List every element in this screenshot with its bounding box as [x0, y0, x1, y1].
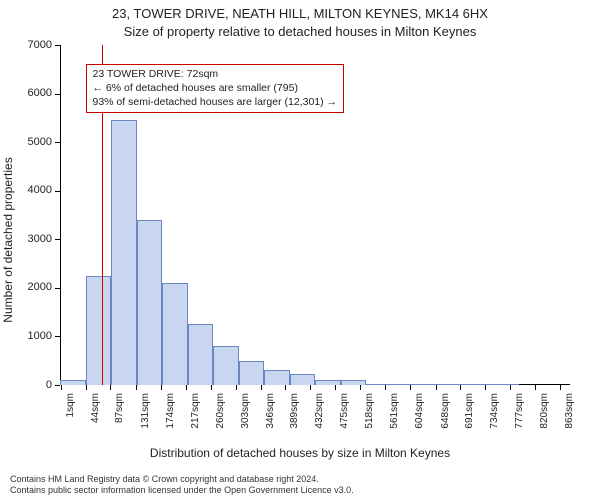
histogram-bar [341, 380, 367, 385]
x-tick-label: 475sqm [339, 393, 350, 441]
plot-area: 23 TOWER DRIVE: 72sqm← 6% of detached ho… [60, 45, 570, 385]
x-tick-label: 648sqm [440, 393, 451, 441]
annotation-line: 93% of semi-detached houses are larger (… [93, 96, 338, 110]
x-tick-mark [186, 385, 187, 390]
chart-container: { "title_line1": "23, TOWER DRIVE, NEATH… [0, 0, 600, 500]
footer-line1: Contains HM Land Registry data © Crown c… [10, 474, 590, 485]
x-tick-mark [161, 385, 162, 390]
x-tick-label: 518sqm [364, 393, 375, 441]
x-tick-mark [310, 385, 311, 390]
x-tick-mark [385, 385, 386, 390]
footer-line2: Contains public sector information licen… [10, 485, 590, 496]
x-tick-label: 87sqm [114, 393, 125, 441]
x-tick-label: 389sqm [289, 393, 300, 441]
x-tick-label: 777sqm [514, 393, 525, 441]
x-tick-label: 131sqm [140, 393, 151, 441]
x-tick-label: 734sqm [489, 393, 500, 441]
x-tick-mark [360, 385, 361, 390]
y-tick-mark [55, 142, 60, 143]
y-tick-mark [55, 288, 60, 289]
chart-title-line2: Size of property relative to detached ho… [0, 24, 600, 39]
histogram-bar [239, 361, 265, 385]
y-tick-label: 3000 [0, 233, 52, 245]
x-tick-mark [436, 385, 437, 390]
histogram-bar [213, 346, 239, 385]
x-tick-mark [86, 385, 87, 390]
x-tick-label: 691sqm [464, 393, 475, 441]
x-tick-mark [560, 385, 561, 390]
y-tick-label: 7000 [0, 39, 52, 51]
histogram-bar [315, 380, 341, 385]
x-tick-mark [460, 385, 461, 390]
x-tick-label: 432sqm [314, 393, 325, 441]
histogram-bar [392, 384, 418, 385]
histogram-bar [264, 370, 290, 385]
x-tick-label: 604sqm [414, 393, 425, 441]
x-tick-mark [535, 385, 536, 390]
x-tick-mark [485, 385, 486, 390]
x-tick-label: 820sqm [539, 393, 550, 441]
histogram-bar [443, 384, 469, 385]
y-tick-label: 1000 [0, 330, 52, 342]
y-axis-line [60, 45, 61, 385]
histogram-bar [366, 384, 392, 385]
y-tick-label: 4000 [0, 184, 52, 196]
x-tick-mark [285, 385, 286, 390]
x-tick-label: 174sqm [165, 393, 176, 441]
y-tick-mark [55, 191, 60, 192]
footer-attribution: Contains HM Land Registry data © Crown c… [10, 474, 590, 497]
x-tick-label: 303sqm [240, 393, 251, 441]
histogram-bar [137, 220, 163, 385]
histogram-bar [468, 384, 494, 385]
x-tick-label: 863sqm [564, 393, 575, 441]
x-tick-mark [510, 385, 511, 390]
histogram-bar [417, 384, 443, 385]
y-tick-mark [55, 94, 60, 95]
y-tick-label: 5000 [0, 136, 52, 148]
histogram-bar [494, 384, 520, 385]
y-tick-mark [55, 239, 60, 240]
x-tick-mark [410, 385, 411, 390]
x-tick-mark [211, 385, 212, 390]
y-tick-mark [55, 45, 60, 46]
x-tick-mark [61, 385, 62, 390]
histogram-bar [86, 276, 112, 385]
x-tick-label: 561sqm [389, 393, 400, 441]
histogram-bar [290, 374, 316, 385]
x-tick-mark [236, 385, 237, 390]
histogram-bar [188, 324, 214, 385]
histogram-bar [162, 283, 188, 385]
x-tick-label: 260sqm [215, 393, 226, 441]
x-tick-mark [335, 385, 336, 390]
x-tick-label: 346sqm [265, 393, 276, 441]
y-tick-label: 0 [0, 379, 52, 391]
y-tick-label: 6000 [0, 87, 52, 99]
y-tick-mark [55, 385, 60, 386]
x-tick-mark [136, 385, 137, 390]
x-tick-label: 1sqm [65, 393, 76, 441]
annotation-line: ← 6% of detached houses are smaller (795… [93, 82, 338, 96]
x-axis-label: Distribution of detached houses by size … [0, 446, 600, 460]
y-tick-mark [55, 336, 60, 337]
chart-title-line1: 23, TOWER DRIVE, NEATH HILL, MILTON KEYN… [0, 6, 600, 21]
x-tick-label: 44sqm [90, 393, 101, 441]
histogram-bar [111, 120, 137, 385]
annotation-line: 23 TOWER DRIVE: 72sqm [93, 68, 338, 82]
x-tick-label: 217sqm [190, 393, 201, 441]
annotation-box: 23 TOWER DRIVE: 72sqm← 6% of detached ho… [86, 64, 345, 113]
x-tick-mark [261, 385, 262, 390]
x-tick-mark [110, 385, 111, 390]
histogram-bar [60, 380, 86, 385]
y-tick-label: 2000 [0, 281, 52, 293]
